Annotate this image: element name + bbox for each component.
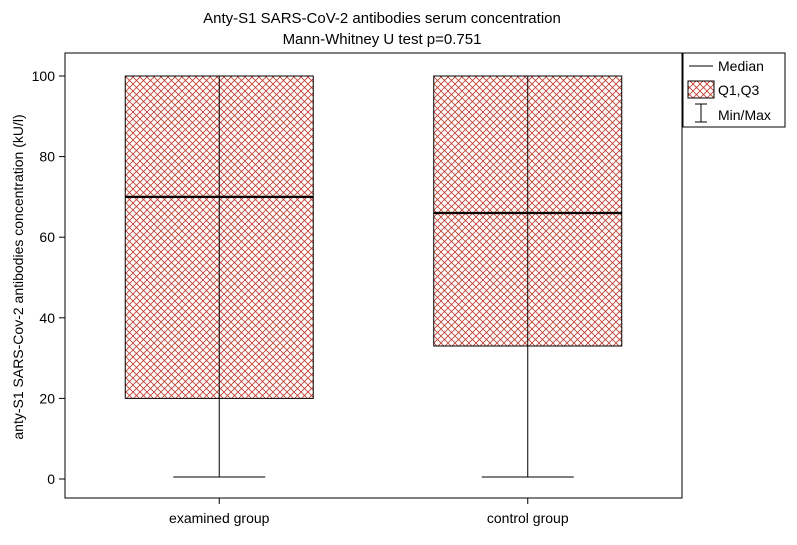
chart-subtitle: Mann-Whitney U test p=0.751 [283, 31, 482, 48]
y-tick-label: 60 [39, 229, 55, 245]
legend-quartile-swatch [687, 80, 715, 99]
chart-title: Anty-S1 SARS-CoV-2 antibodies serum conc… [203, 10, 561, 27]
y-axis: 0 20 40 60 80 100 [32, 68, 65, 487]
legend: Median Q1,Q3 Min/Max [682, 52, 786, 128]
plot-area-frame [64, 52, 683, 499]
y-axis-title: anty-S1 SARS-Cov-2 antibodies concentrat… [10, 114, 26, 439]
y-tick-label: 40 [39, 310, 55, 326]
x-tick-label: examined group [169, 510, 270, 526]
y-tick-label: 20 [39, 390, 55, 406]
y-tick-label: 100 [32, 68, 56, 84]
legend-median-label: Median [718, 58, 764, 74]
legend-minmax-swatch [695, 103, 707, 123]
box-control-group [433, 75, 623, 478]
y-tick-label: 0 [47, 471, 55, 487]
boxes-layer [124, 75, 623, 478]
legend-minmax-label: Min/Max [718, 107, 771, 123]
legend-quartile-label: Q1,Q3 [718, 82, 759, 98]
x-axis-labels: examined group control group [169, 498, 569, 526]
y-tick-label: 80 [39, 149, 55, 165]
x-tick-label: control group [487, 510, 569, 526]
box-examined-group [124, 75, 314, 478]
